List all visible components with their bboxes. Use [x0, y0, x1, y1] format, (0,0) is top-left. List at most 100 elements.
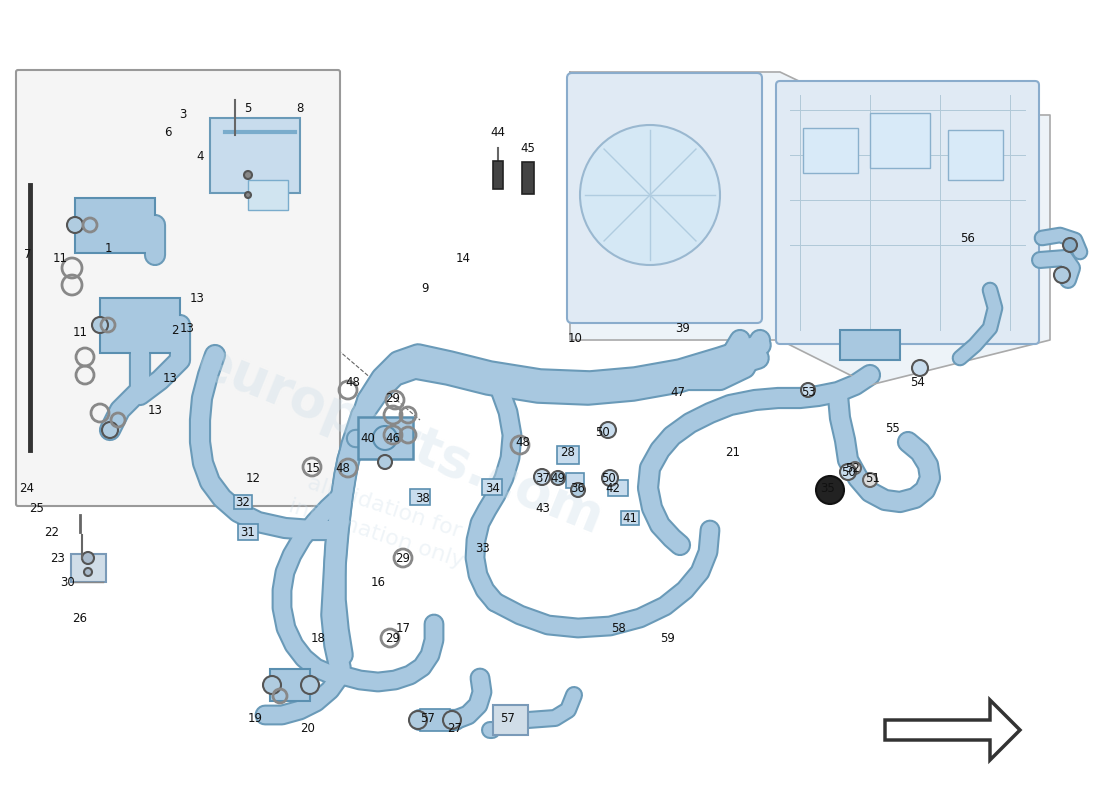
Text: 42: 42	[605, 482, 620, 494]
FancyBboxPatch shape	[16, 70, 340, 506]
Circle shape	[840, 464, 856, 480]
Text: 50: 50	[601, 471, 615, 485]
Text: 36: 36	[571, 482, 585, 494]
Text: 32: 32	[235, 497, 251, 510]
Text: 43: 43	[536, 502, 550, 514]
Text: 29: 29	[396, 551, 410, 565]
Bar	[270, 669, 310, 701]
Text: 23: 23	[51, 551, 65, 565]
Text: 22: 22	[44, 526, 59, 539]
Bar	[248, 180, 288, 210]
Text: 46: 46	[385, 431, 400, 445]
Text: 50: 50	[595, 426, 610, 439]
Circle shape	[571, 483, 585, 497]
Circle shape	[801, 383, 815, 397]
Circle shape	[409, 711, 427, 729]
Circle shape	[263, 676, 280, 694]
Circle shape	[67, 217, 82, 233]
Text: 20: 20	[300, 722, 316, 734]
Circle shape	[301, 676, 319, 694]
Bar	[238, 524, 258, 540]
FancyBboxPatch shape	[566, 73, 762, 323]
Polygon shape	[886, 700, 1020, 760]
Text: 48: 48	[336, 462, 351, 474]
Text: 52: 52	[846, 462, 860, 474]
Circle shape	[373, 426, 397, 450]
Text: 44: 44	[491, 126, 506, 139]
Text: 19: 19	[248, 711, 263, 725]
Text: 54: 54	[911, 377, 925, 390]
Text: 30: 30	[60, 577, 76, 590]
Circle shape	[602, 470, 618, 486]
Bar	[621, 511, 639, 525]
Text: 40: 40	[361, 431, 375, 445]
Bar	[210, 118, 300, 193]
Circle shape	[600, 422, 616, 438]
Polygon shape	[570, 72, 1050, 385]
Circle shape	[92, 317, 108, 333]
Text: europarts.com: europarts.com	[189, 334, 610, 546]
Text: 59: 59	[661, 631, 675, 645]
Text: 56: 56	[960, 231, 976, 245]
Text: 33: 33	[475, 542, 491, 554]
Text: 6: 6	[164, 126, 172, 139]
Text: 5: 5	[244, 102, 252, 114]
Text: 49: 49	[550, 471, 565, 485]
Bar	[522, 162, 534, 194]
Text: 11: 11	[53, 251, 67, 265]
Text: 15: 15	[306, 462, 320, 474]
Text: 38: 38	[416, 491, 430, 505]
Bar	[493, 161, 503, 189]
Text: 27: 27	[448, 722, 462, 734]
Text: 29: 29	[385, 391, 400, 405]
Bar	[482, 479, 502, 495]
Text: 2: 2	[172, 323, 178, 337]
Text: 28: 28	[561, 446, 575, 459]
Circle shape	[912, 360, 928, 376]
Circle shape	[244, 171, 252, 179]
Text: 24: 24	[20, 482, 34, 494]
Text: 53: 53	[801, 386, 815, 399]
Text: 16: 16	[371, 577, 385, 590]
Text: 48: 48	[345, 377, 361, 390]
Bar	[870, 113, 930, 167]
Text: 14: 14	[455, 251, 471, 265]
Text: 29: 29	[385, 631, 400, 645]
Text: 13: 13	[179, 322, 195, 334]
Text: 7: 7	[24, 249, 32, 262]
FancyBboxPatch shape	[776, 81, 1040, 344]
Text: 51: 51	[866, 471, 880, 485]
Text: alucidation for
information only: alucidation for information only	[286, 469, 474, 571]
Circle shape	[443, 711, 461, 729]
Circle shape	[580, 125, 720, 265]
Text: 12: 12	[245, 471, 261, 485]
Text: 58: 58	[610, 622, 626, 634]
Text: 31: 31	[241, 526, 255, 539]
Bar	[234, 495, 252, 509]
Bar	[803, 127, 858, 173]
Bar	[75, 198, 155, 253]
Circle shape	[1063, 238, 1077, 252]
Circle shape	[378, 455, 392, 469]
Text: 26: 26	[73, 611, 88, 625]
Circle shape	[864, 473, 877, 487]
Bar	[840, 330, 900, 360]
Bar	[420, 709, 450, 731]
Text: 10: 10	[568, 331, 582, 345]
Text: 3: 3	[179, 109, 187, 122]
Bar	[100, 298, 180, 353]
Text: 41: 41	[623, 511, 638, 525]
Circle shape	[1054, 267, 1070, 283]
Text: 21: 21	[726, 446, 740, 459]
Text: 1: 1	[104, 242, 112, 254]
Bar	[70, 554, 106, 582]
Text: 39: 39	[675, 322, 691, 334]
Text: 13: 13	[147, 403, 163, 417]
Text: 37: 37	[536, 471, 550, 485]
Text: 13: 13	[189, 291, 205, 305]
Text: 48: 48	[516, 437, 530, 450]
Text: 50: 50	[840, 466, 856, 479]
Bar	[358, 417, 412, 459]
Bar	[493, 705, 528, 735]
Circle shape	[816, 476, 844, 504]
